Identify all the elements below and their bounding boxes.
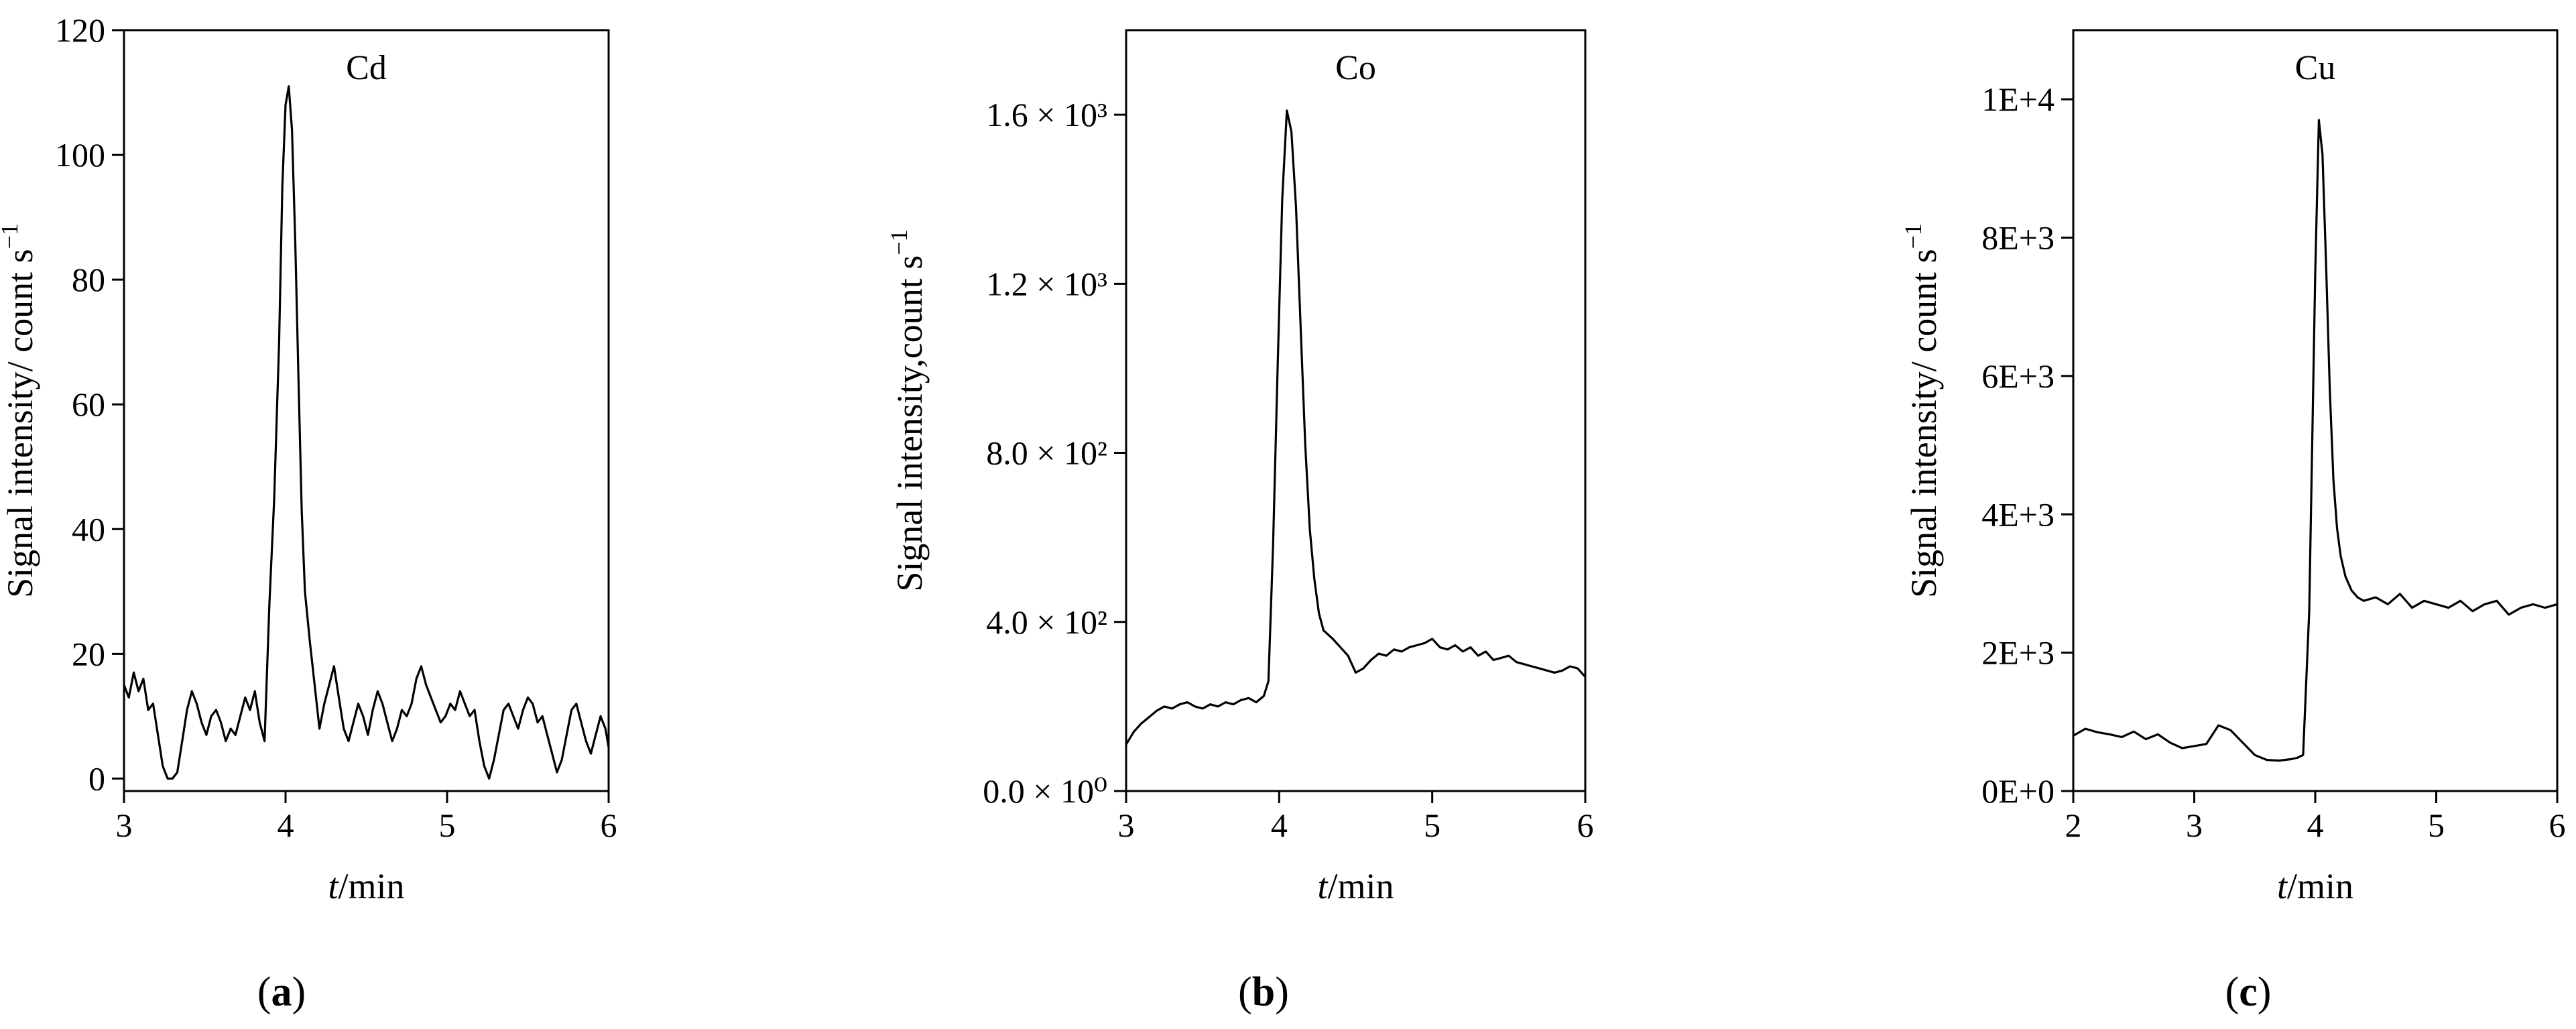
y-tick-label-co: 8.0 × 10²	[986, 434, 1107, 472]
x-tick-label-cu: 6	[2549, 806, 2566, 844]
x-tick-label-co: 4	[1271, 806, 1288, 844]
y-tick-label-cu: 4E+3	[1981, 495, 2054, 533]
series-line-co	[1125, 109, 1587, 745]
element-label-co: Co	[1335, 49, 1376, 87]
series-line-cu	[2073, 119, 2558, 762]
x-axis-title-co: t/min	[1317, 866, 1394, 906]
y-tick-label-cd: 120	[55, 11, 105, 49]
panel-label-cd: (a)	[257, 969, 306, 1015]
y-tick-label-cu: 6E+3	[1981, 357, 2054, 395]
y-tick-label-co: 4.0 × 10²	[986, 603, 1107, 641]
x-tick-label-cd: 5	[439, 806, 456, 844]
series-line-cd	[123, 85, 610, 780]
y-tick-label-cd: 20	[72, 635, 105, 672]
plot-frame-co	[1125, 29, 1587, 792]
x-tick-label-co: 3	[1118, 806, 1135, 844]
y-tick-label-co: 1.6 × 10³	[986, 96, 1107, 133]
x-tick-label-cu: 3	[2186, 806, 2203, 844]
y-tick-label-cd: 40	[72, 510, 105, 548]
y-tick-label-cd: 80	[72, 261, 105, 298]
x-tick-label-co: 5	[1424, 806, 1440, 844]
element-label-cu: Cu	[2295, 49, 2336, 87]
y-tick-label-cu: 8E+3	[1981, 219, 2054, 257]
x-tick-label-cu: 2	[2065, 806, 2082, 844]
y-tick-label-cd: 60	[72, 385, 105, 423]
y-tick-label-co: 1.2 × 10³	[986, 265, 1107, 302]
x-tick-label-cu: 4	[2307, 806, 2324, 844]
x-tick-label-cd: 4	[278, 806, 294, 844]
y-tick-label-cd: 0	[88, 760, 105, 797]
y-tick-label-cu: 0E+0	[1981, 772, 2054, 810]
plot-frame-cd	[123, 29, 610, 792]
y-axis-title-cd: Signal intensity/ count s−1	[0, 223, 40, 598]
plot-frame-cu	[2072, 29, 2559, 792]
x-tick-label-cd: 6	[601, 806, 617, 844]
panel-label-cu: (c)	[2225, 969, 2272, 1015]
y-axis-title-cu: Signal intensity/ count s−1	[1900, 223, 1944, 598]
x-axis-title-cu: t/min	[2277, 866, 2353, 906]
panel-label-co: (b)	[1238, 969, 1289, 1015]
y-axis-title-co: Signal intensity,count s−1	[885, 229, 930, 591]
x-tick-label-co: 6	[1577, 806, 1594, 844]
y-tick-label-cd: 100	[55, 136, 105, 174]
y-tick-label-cu: 2E+3	[1981, 634, 2054, 672]
x-tick-label-cd: 3	[116, 806, 133, 844]
element-label-cd: Cd	[346, 49, 387, 87]
y-tick-label-co: 0.0 × 10⁰	[983, 772, 1107, 810]
chart-co: 3 4 5 6 0.0 × 10⁰ 4.0 × 10² 8.0 × 10² 1.2 × 10³…	[885, 29, 1594, 1015]
x-tick-label-cu: 5	[2428, 806, 2445, 844]
y-tick-label-cu: 1E+4	[1981, 80, 2054, 118]
x-axis-title-cd: t/min	[328, 866, 404, 906]
chart-cu: 2 3 4 5 6 0E+0 2E+3 4E+3 6E+3 8E+3 1E+4 Cu t/min Sign…	[1900, 29, 2566, 1015]
